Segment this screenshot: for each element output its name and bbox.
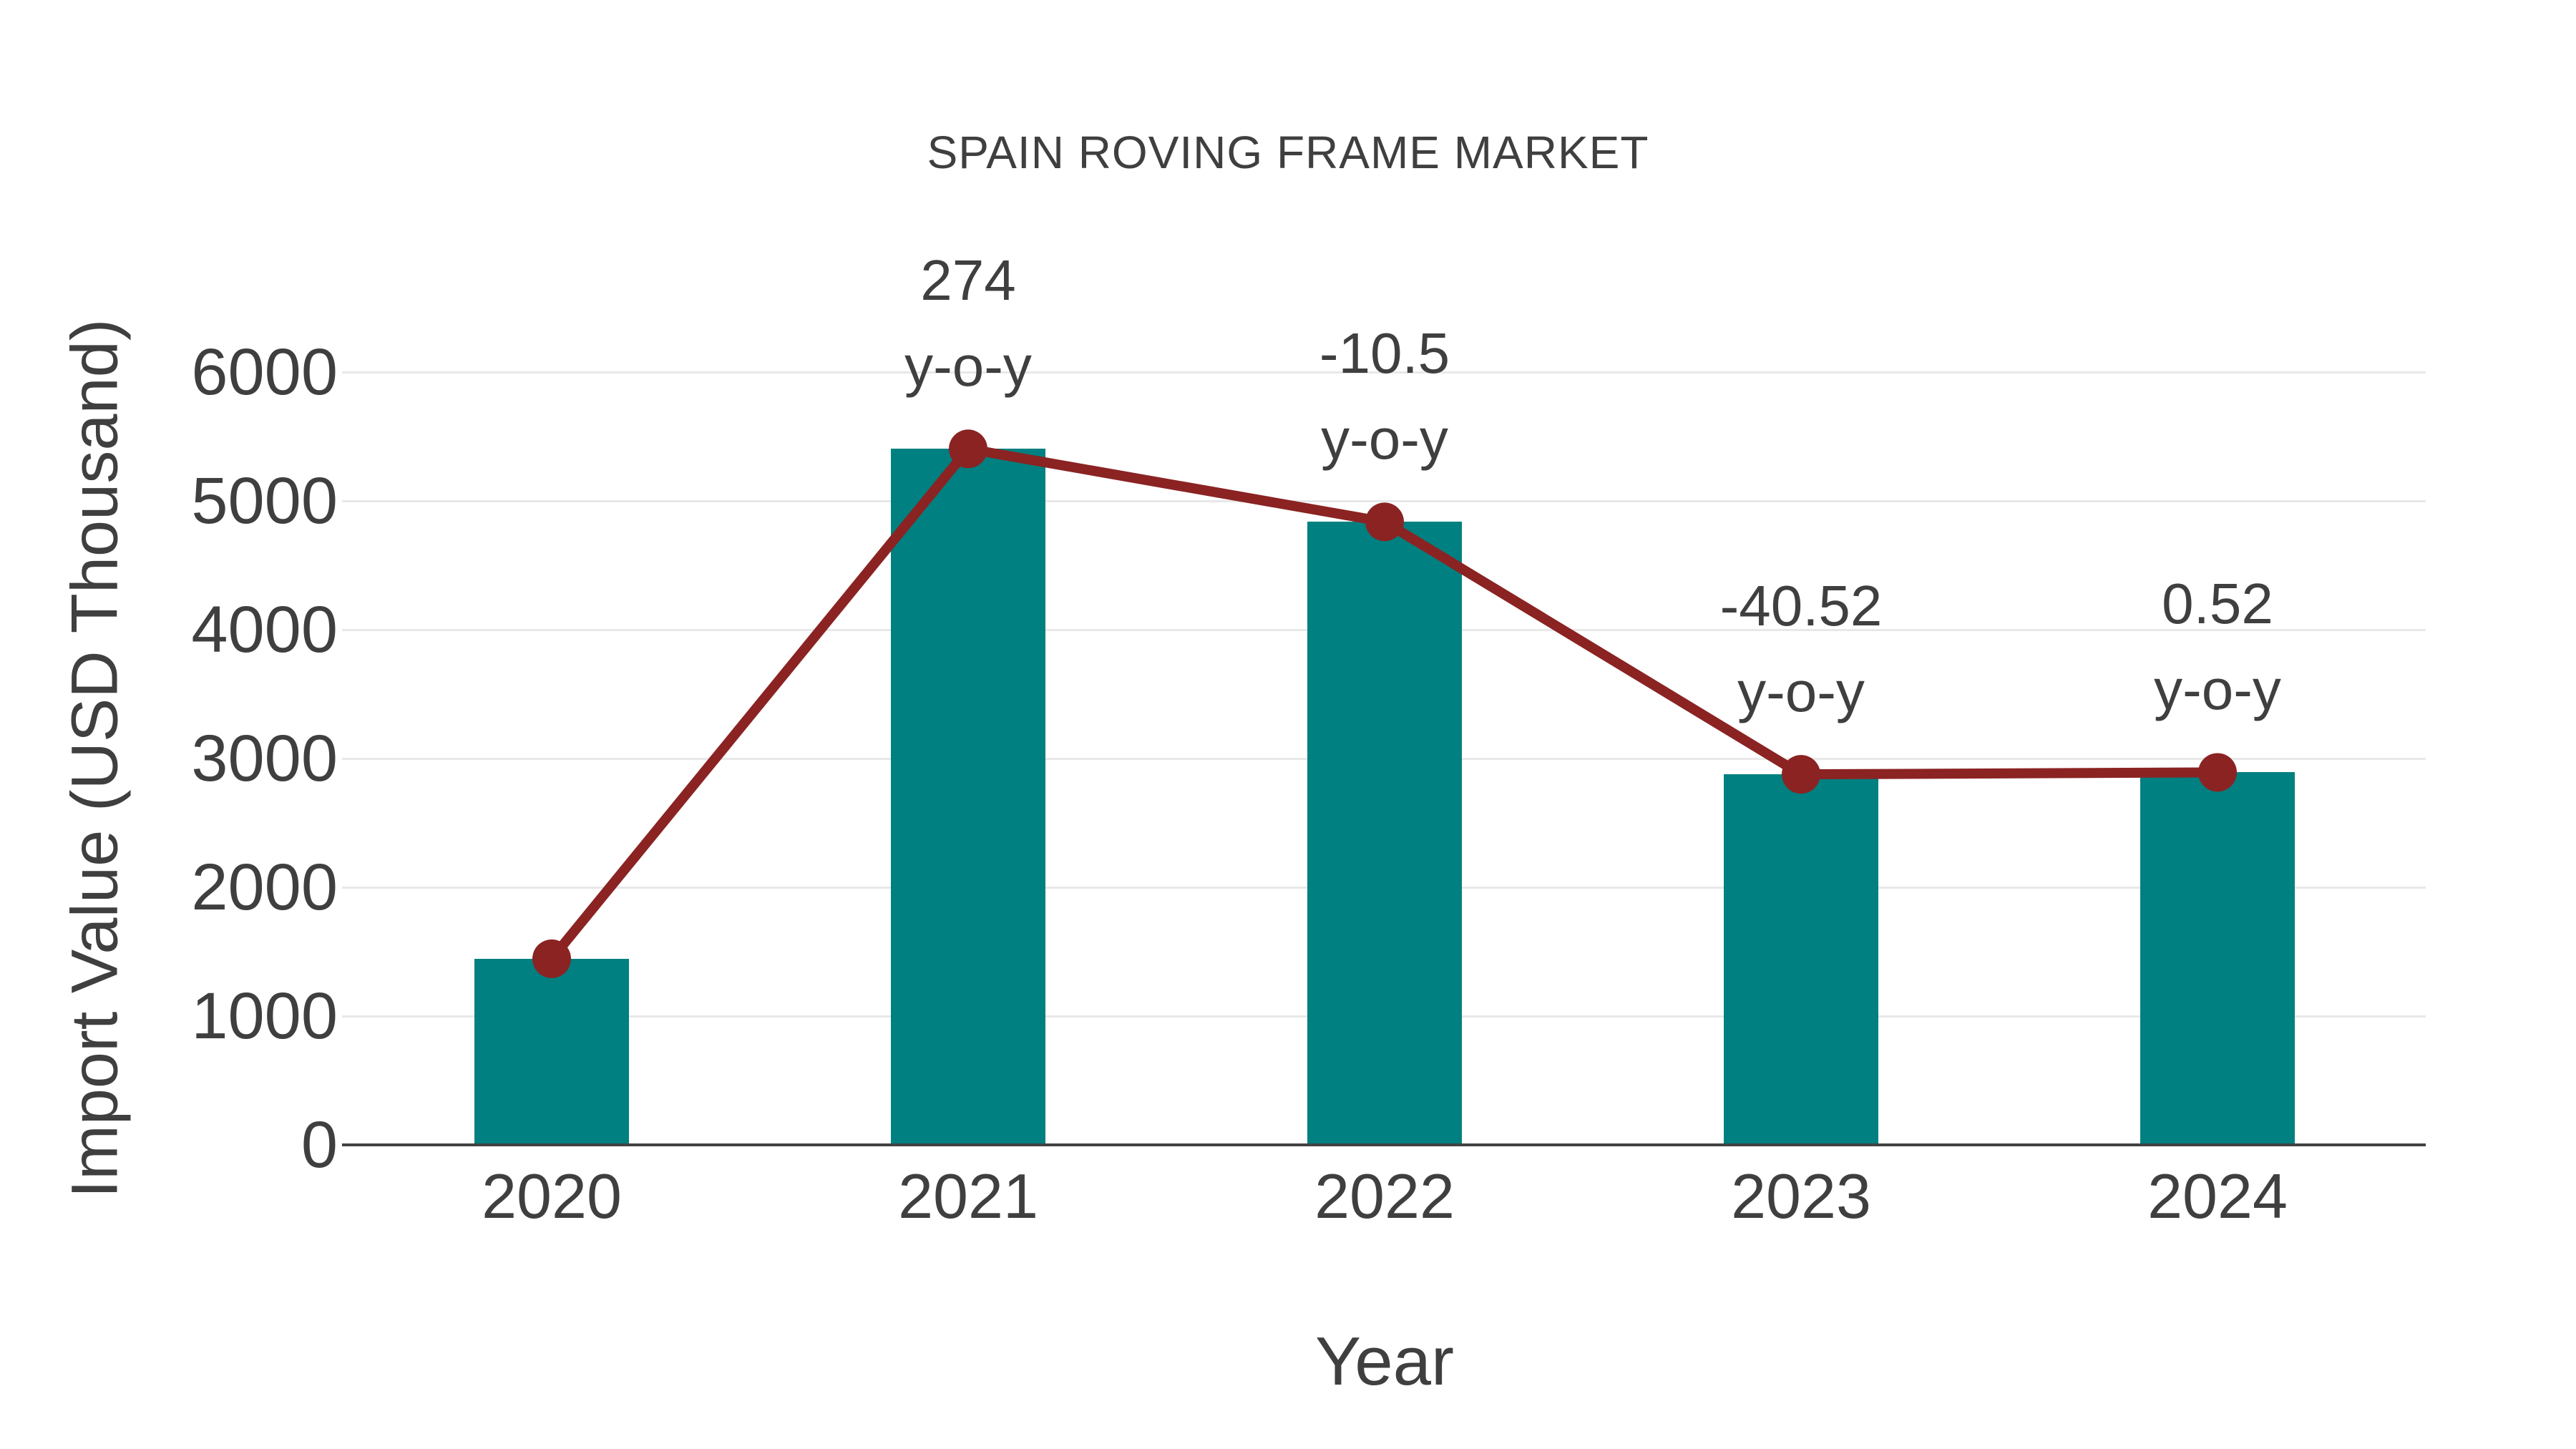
yoy-annotation-2022: -10.5 y-o-y bbox=[1319, 311, 1450, 482]
x-tick-label-2020: 2020 bbox=[482, 1161, 622, 1231]
x-tick-label-2023: 2023 bbox=[1731, 1161, 1871, 1231]
yoy-annotation-2024: 0.52 y-o-y bbox=[2154, 561, 2281, 733]
yoy-value-2024: 0.52 bbox=[2162, 572, 2273, 636]
x-tick-label-2022: 2022 bbox=[1314, 1161, 1455, 1231]
gridline-6000 bbox=[342, 371, 2426, 374]
yoy-annotation-2023: -40.52 y-o-y bbox=[1720, 563, 1883, 735]
x-tick-label-2024: 2024 bbox=[2147, 1161, 2288, 1231]
y-tick-label-4000: 4000 bbox=[191, 593, 338, 666]
x-tick-label-2021: 2021 bbox=[898, 1161, 1038, 1231]
yoy-value-2021: 274 bbox=[920, 248, 1016, 313]
bar-2022 bbox=[1307, 522, 1462, 1145]
yoy-value-2022: -10.5 bbox=[1319, 321, 1450, 386]
y-tick-label-1000: 1000 bbox=[191, 980, 338, 1053]
yoy-suffix-2023: y-o-y bbox=[1737, 660, 1865, 724]
yoy-annotation-2021: 274 y-o-y bbox=[904, 238, 1032, 409]
yoy-suffix-2021: y-o-y bbox=[904, 334, 1032, 399]
yoy-value-2023: -40.52 bbox=[1719, 574, 1883, 638]
y-tick-label-3000: 3000 bbox=[191, 722, 338, 795]
bar-2023 bbox=[1724, 774, 1878, 1145]
bar-2020 bbox=[474, 958, 629, 1145]
y-tick-label-0: 0 bbox=[301, 1108, 338, 1181]
y-tick-label-6000: 6000 bbox=[191, 336, 338, 409]
bar-2024 bbox=[2140, 772, 2295, 1145]
x-axis-line bbox=[342, 1143, 2426, 1146]
bar-2021 bbox=[891, 449, 1045, 1145]
chart-title: SPAIN ROVING FRAME MARKET bbox=[927, 127, 1649, 178]
yoy-suffix-2022: y-o-y bbox=[1321, 407, 1448, 472]
y-tick-label-2000: 2000 bbox=[191, 851, 338, 924]
x-axis-title: Year bbox=[1315, 1323, 1454, 1400]
y-axis-title: Import Value (USD Thousand) bbox=[58, 318, 132, 1199]
y-tick-label-5000: 5000 bbox=[191, 464, 338, 537]
gridline-5000 bbox=[342, 499, 2426, 502]
yoy-suffix-2024: y-o-y bbox=[2154, 658, 2281, 722]
